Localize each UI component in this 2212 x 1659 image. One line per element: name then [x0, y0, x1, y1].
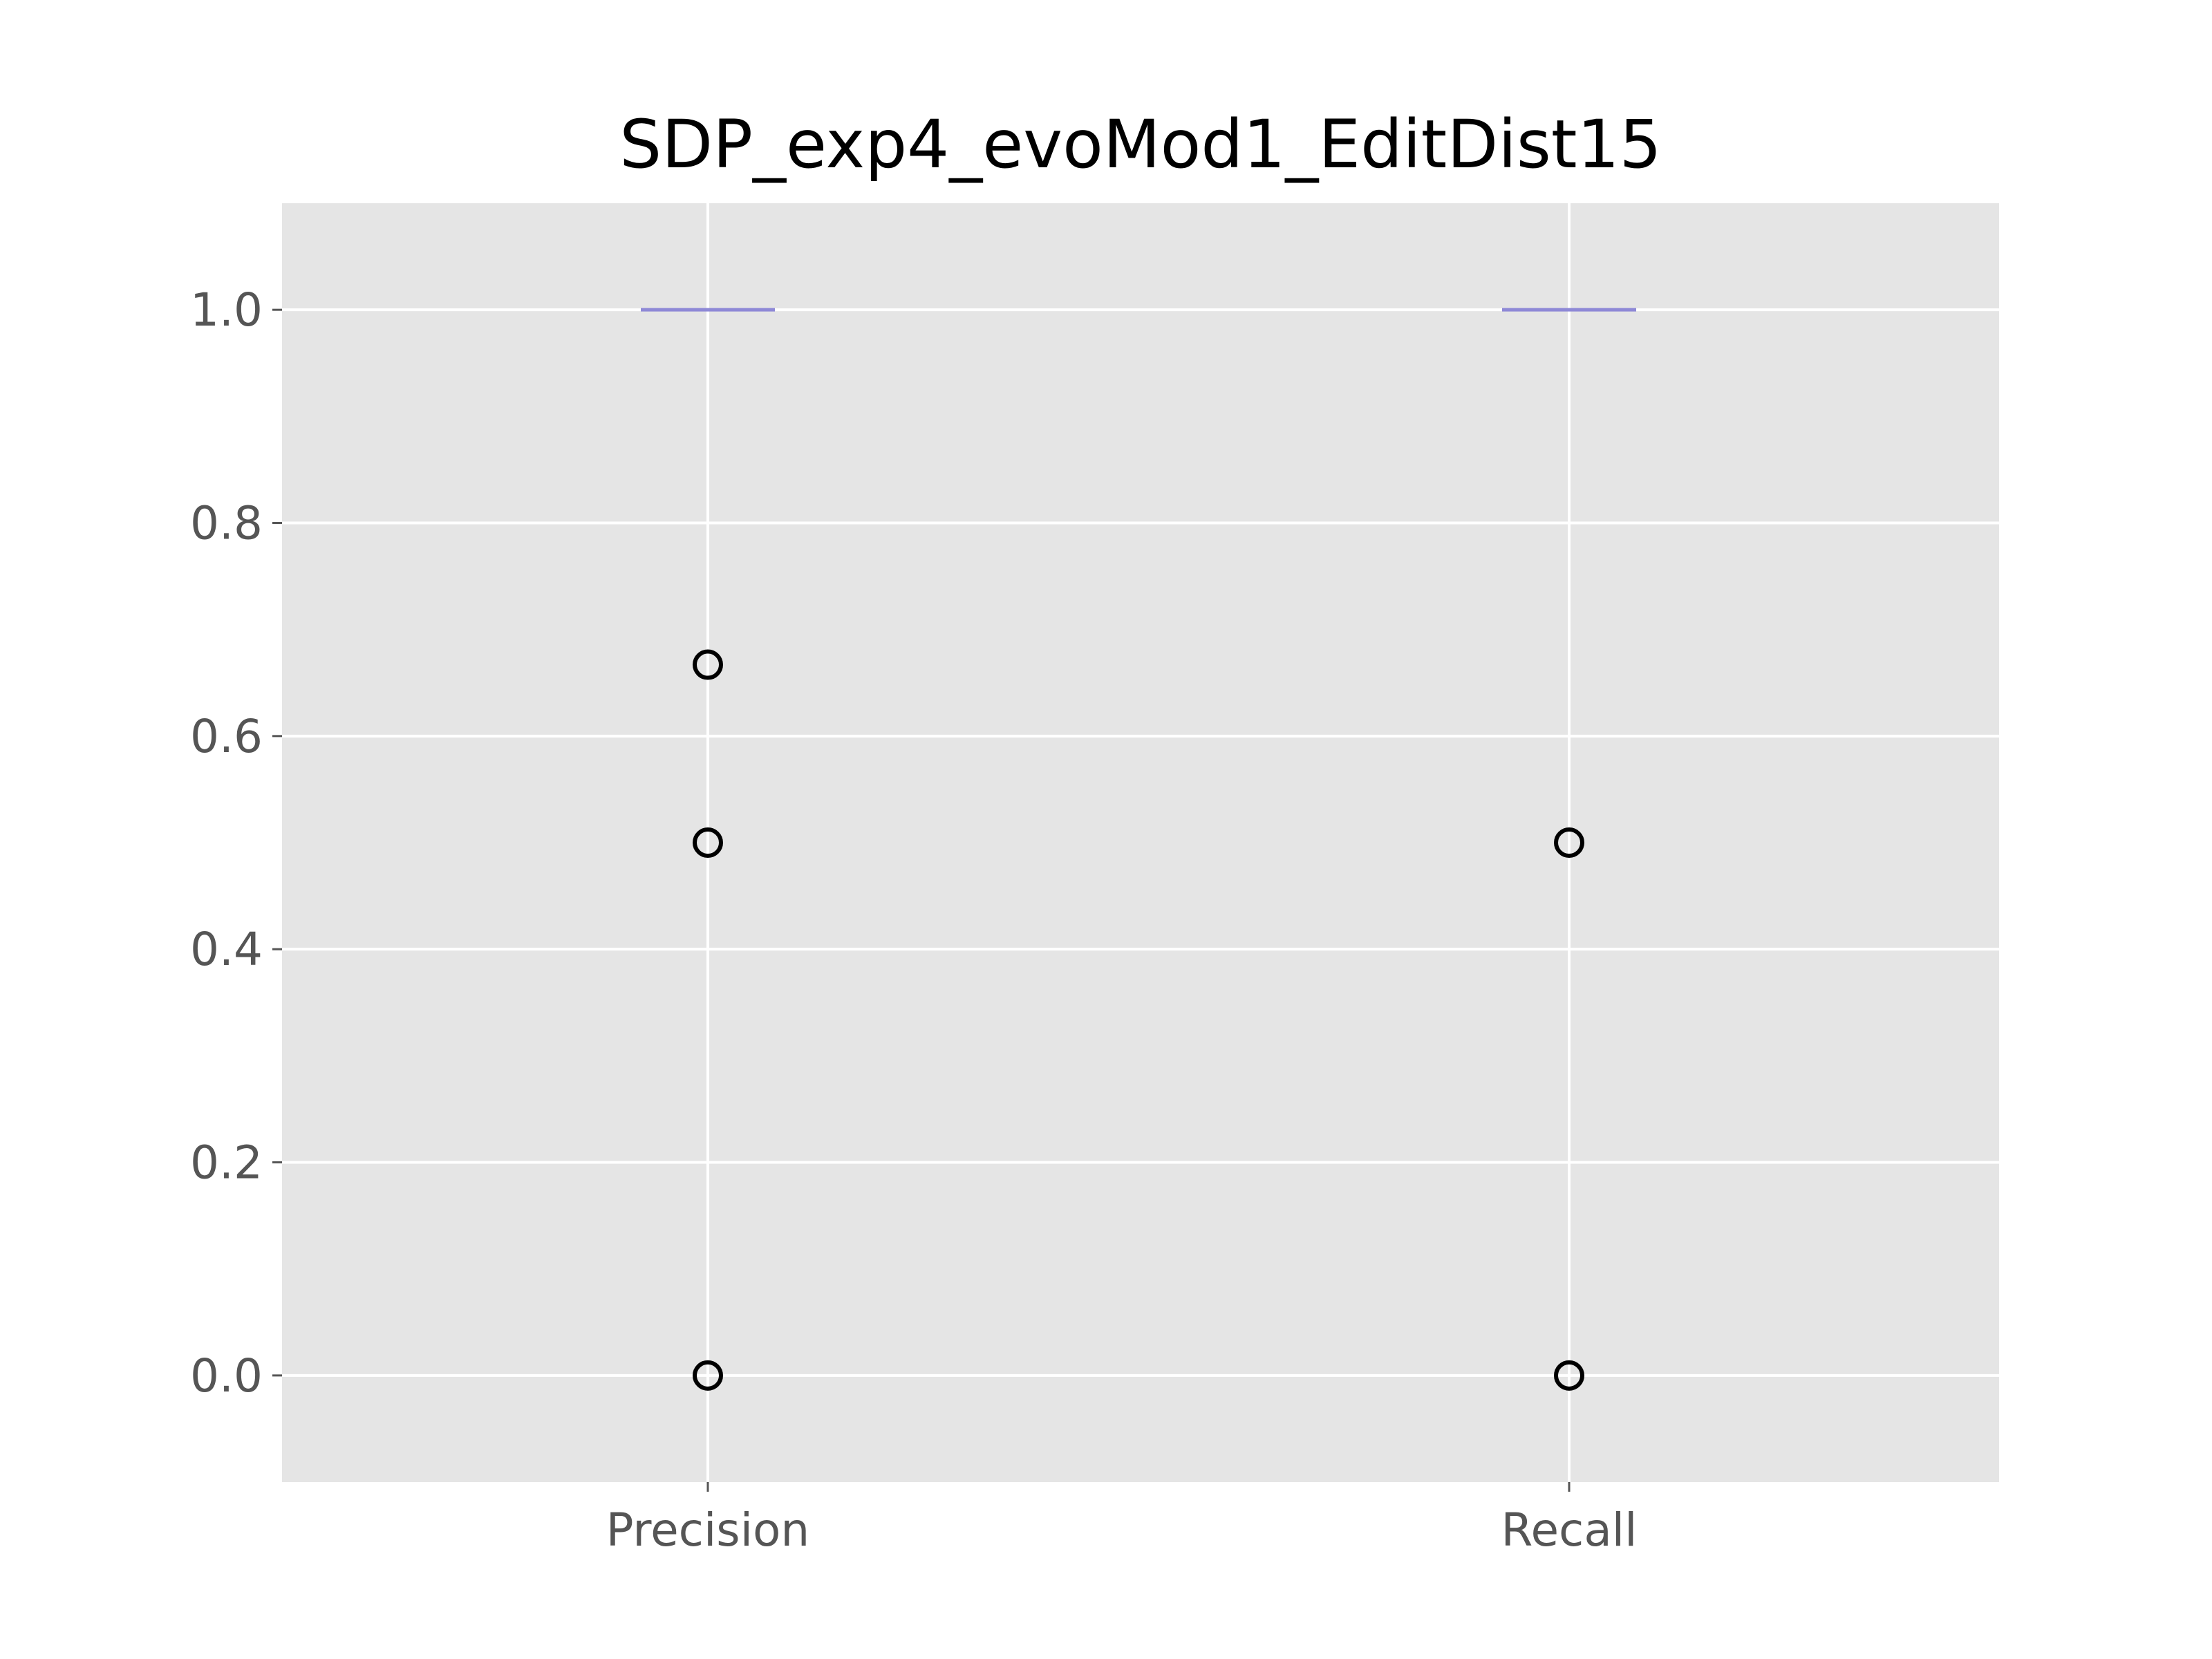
chart-title: SDP_exp4_evoMod1_EditDist15	[619, 106, 1661, 183]
y-tick-label: 0.6	[190, 710, 263, 763]
y-tick-label: 0.4	[190, 923, 263, 976]
y-tick-label: 1.0	[190, 283, 263, 337]
y-tick-label: 0.0	[190, 1349, 263, 1403]
outlier-point	[693, 827, 723, 858]
plot-area	[282, 203, 1999, 1482]
outlier-point	[1554, 827, 1584, 858]
y-tick-label: 0.2	[190, 1136, 263, 1190]
x-tick-label: Precision	[606, 1503, 810, 1557]
outlier-point	[693, 649, 723, 680]
grid-lines	[282, 203, 1999, 1482]
y-tick-label: 0.8	[190, 497, 263, 550]
x-tick-label: Recall	[1501, 1503, 1638, 1557]
outlier-point	[1554, 1360, 1584, 1391]
outlier-point	[693, 1360, 723, 1391]
chart-marks	[641, 308, 1636, 1391]
axis-ticks: 0.0 0.2 0.4 0.6 0.8 1.0 Precision Recall	[190, 283, 1637, 1557]
